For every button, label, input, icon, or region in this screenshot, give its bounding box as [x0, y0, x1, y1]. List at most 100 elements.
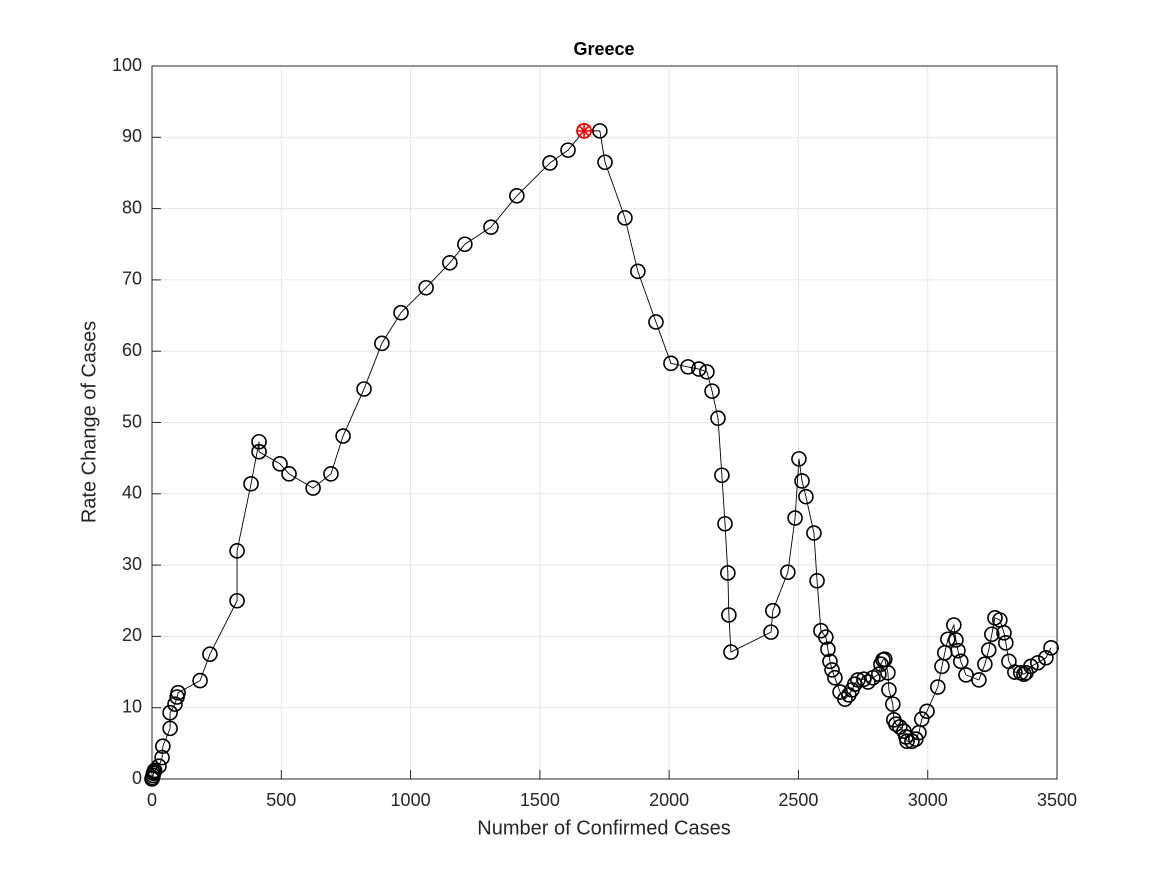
point: [919, 703, 935, 720]
point: [720, 565, 736, 581]
point: [442, 254, 458, 271]
point: [881, 682, 897, 698]
point: [162, 704, 178, 721]
point: [809, 572, 825, 589]
y-tick-label: 70: [122, 269, 142, 289]
point: [996, 625, 1012, 641]
point: [763, 624, 779, 640]
point: [305, 480, 321, 496]
point: [818, 629, 834, 645]
point: [592, 123, 608, 139]
series-line: [151, 130, 1052, 780]
point: [710, 410, 726, 427]
y-tick-label: 50: [122, 411, 142, 431]
point: [648, 314, 664, 330]
point: [146, 762, 163, 779]
point: [791, 451, 807, 467]
point: [798, 488, 814, 505]
point: [1043, 640, 1059, 656]
point: [984, 626, 1000, 643]
point: [202, 646, 218, 663]
x-tick-label: 3000: [908, 790, 948, 810]
highlight-point: [576, 122, 593, 139]
point: [765, 602, 781, 619]
plot-frame: [151, 65, 1058, 780]
y-tick-label: 0: [132, 768, 142, 788]
y-axis-label: Rate Change of Cases: [78, 321, 100, 523]
point: [977, 656, 993, 673]
point: [457, 236, 473, 253]
point: [929, 679, 946, 695]
point: [597, 154, 613, 171]
point: [542, 155, 558, 171]
point: [192, 672, 208, 689]
point: [699, 364, 715, 380]
point: [680, 359, 696, 375]
point: [170, 684, 186, 701]
point: [281, 466, 297, 482]
point: [630, 263, 646, 280]
point: [946, 617, 962, 633]
x-tick-label: 0: [147, 790, 157, 810]
x-tick-label: 2000: [649, 790, 689, 810]
point: [483, 219, 499, 235]
point: [509, 187, 525, 204]
point: [806, 525, 822, 541]
point: [824, 662, 840, 678]
point: [272, 456, 288, 472]
x-tick-label: 1500: [520, 790, 560, 810]
y-tick-label: 60: [122, 340, 142, 360]
point: [418, 279, 434, 296]
point: [229, 592, 245, 609]
point: [251, 433, 267, 450]
y-tick-label: 10: [122, 696, 142, 716]
point: [663, 355, 679, 372]
point: [820, 641, 836, 658]
point: [794, 473, 810, 489]
x-tick-label: 500: [266, 790, 296, 810]
point: [1007, 664, 1023, 680]
point: [913, 711, 930, 727]
point: [323, 466, 339, 482]
point: [162, 720, 178, 737]
y-tick-label: 100: [112, 55, 142, 75]
point: [617, 210, 633, 226]
point: [860, 674, 876, 690]
point: [251, 443, 267, 460]
point: [721, 607, 737, 623]
point: [560, 142, 576, 158]
point: [374, 335, 390, 352]
point: [940, 631, 956, 648]
point: [827, 669, 843, 686]
point: [787, 510, 803, 526]
y-tick-label: 30: [122, 554, 142, 574]
point: [229, 543, 245, 559]
point: [1038, 649, 1054, 666]
point: [856, 671, 872, 687]
chart-title: Greece: [573, 39, 634, 59]
point: [780, 564, 796, 581]
y-tick-label: 20: [122, 625, 142, 645]
x-tick-label: 1000: [391, 790, 431, 810]
point: [717, 515, 733, 532]
point: [691, 361, 707, 377]
point: [154, 749, 170, 766]
point: [151, 758, 167, 774]
point: [335, 428, 351, 444]
point: [155, 738, 171, 755]
point: [971, 672, 987, 688]
point: [950, 642, 966, 659]
point: [167, 696, 183, 712]
point: [871, 666, 887, 682]
point: [899, 733, 915, 750]
y-tick-label: 90: [122, 126, 142, 146]
point: [393, 304, 409, 321]
point: [980, 642, 997, 658]
point: [998, 635, 1014, 651]
point: [948, 632, 964, 648]
y-tick-label: 40: [122, 483, 142, 503]
point: [1030, 654, 1046, 671]
x-tick-label: 3500: [1037, 790, 1077, 810]
